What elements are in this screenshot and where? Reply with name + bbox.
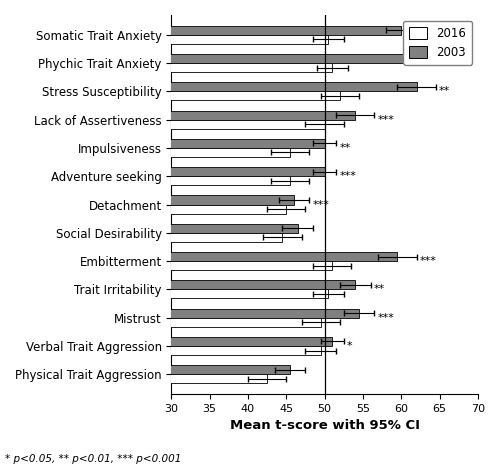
Text: ***: *** bbox=[339, 171, 356, 181]
Bar bbox=[0, 261, 332, 270]
Text: ***: *** bbox=[420, 30, 436, 40]
Bar bbox=[0, 35, 328, 44]
Bar bbox=[0, 346, 321, 355]
Text: **: ** bbox=[439, 86, 450, 96]
Bar bbox=[0, 205, 286, 213]
Text: ***: *** bbox=[420, 256, 436, 266]
Bar bbox=[0, 82, 416, 91]
Bar bbox=[0, 54, 428, 63]
Text: **: ** bbox=[339, 143, 350, 153]
Text: ***: *** bbox=[450, 58, 467, 68]
Bar bbox=[0, 196, 294, 205]
Bar bbox=[0, 289, 328, 298]
Bar bbox=[0, 224, 298, 233]
Text: ***: *** bbox=[378, 115, 394, 125]
Text: * p<0.05, ** p<0.01, *** p<0.001: * p<0.05, ** p<0.01, *** p<0.001 bbox=[5, 454, 182, 464]
Bar bbox=[0, 318, 321, 327]
Legend: 2016, 2003: 2016, 2003 bbox=[403, 21, 472, 65]
Bar bbox=[0, 148, 290, 157]
Bar bbox=[0, 337, 332, 346]
Text: *: * bbox=[347, 341, 352, 351]
Bar bbox=[0, 233, 282, 242]
Bar bbox=[0, 176, 290, 185]
X-axis label: Mean t-score with 95% CI: Mean t-score with 95% CI bbox=[230, 419, 420, 432]
Text: **: ** bbox=[374, 284, 385, 295]
Bar bbox=[0, 281, 356, 289]
Bar bbox=[0, 365, 290, 374]
Bar bbox=[0, 374, 267, 384]
Bar bbox=[0, 26, 402, 35]
Bar bbox=[0, 120, 324, 129]
Bar bbox=[0, 91, 340, 101]
Bar bbox=[0, 252, 398, 261]
Text: ***: *** bbox=[312, 199, 330, 210]
Bar bbox=[0, 63, 332, 72]
Bar bbox=[0, 139, 324, 148]
Text: ***: *** bbox=[378, 313, 394, 322]
Bar bbox=[0, 308, 359, 318]
Bar bbox=[0, 110, 356, 120]
Bar bbox=[0, 167, 324, 176]
